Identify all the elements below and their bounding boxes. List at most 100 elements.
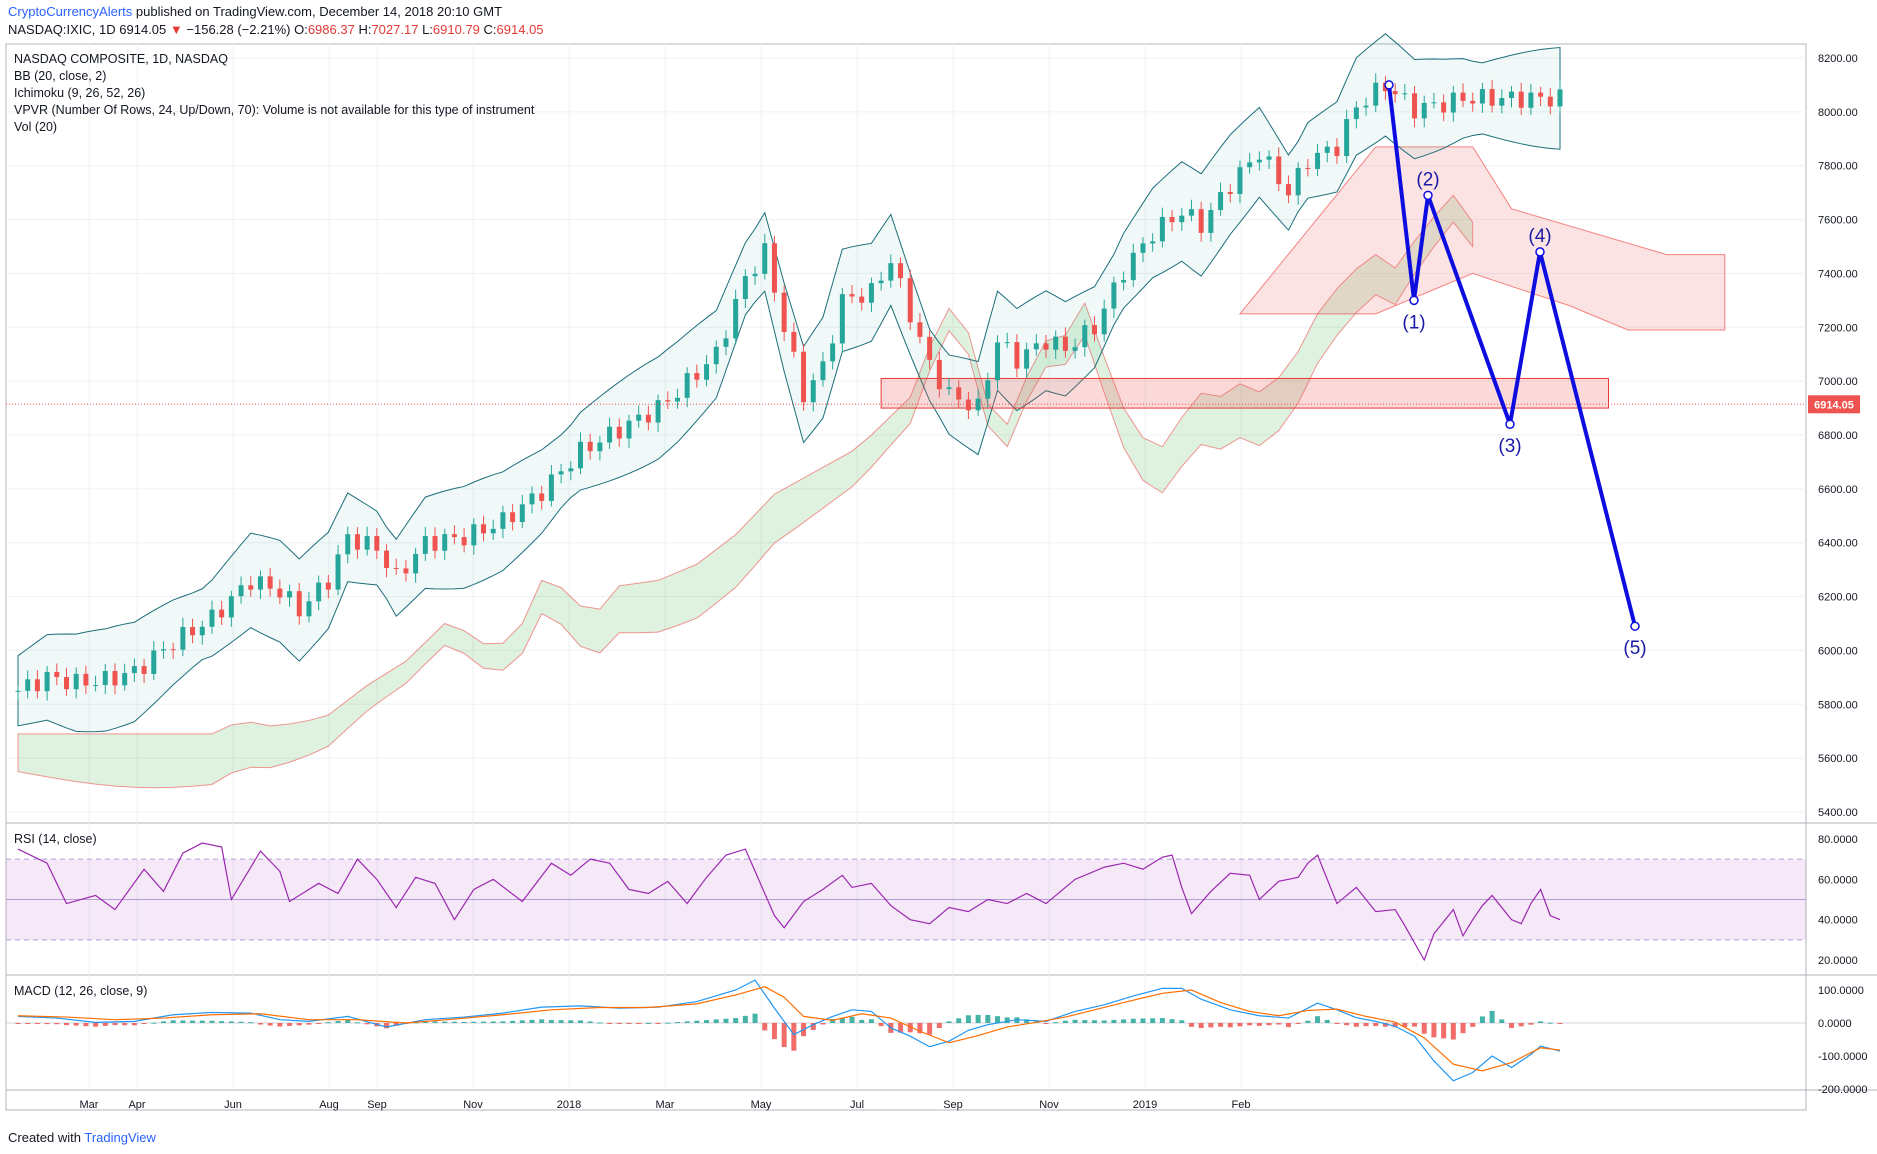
candle-body <box>616 426 622 439</box>
candle-body <box>771 243 777 293</box>
price-tick-label: 5600.00 <box>1818 753 1858 765</box>
price-tick-label: 6400.00 <box>1818 538 1858 550</box>
candle-body <box>354 534 360 550</box>
candle-body <box>209 609 215 627</box>
tradingview-logo[interactable]: TradingView <box>84 1130 156 1145</box>
price-tick-label: 6000.00 <box>1818 645 1858 657</box>
macd-histogram-bar <box>481 1021 487 1023</box>
last-price-tag <box>1808 395 1860 414</box>
macd-histogram-bar <box>965 1015 971 1023</box>
candle-body <box>1499 98 1505 106</box>
macd-histogram-bar <box>636 1023 642 1024</box>
macd-histogram-bar <box>1334 1023 1340 1024</box>
candle-body <box>1285 184 1291 196</box>
candle-body <box>1431 102 1437 104</box>
price-tick-label: 7400.00 <box>1818 268 1858 280</box>
candle-body <box>713 346 719 365</box>
candle-body <box>674 397 680 402</box>
macd-histogram-bar <box>1179 1020 1185 1023</box>
macd-histogram-bar <box>529 1019 535 1023</box>
wave-point <box>1423 190 1433 201</box>
macd-histogram-bar <box>63 1023 69 1026</box>
macd-histogram-bar <box>1004 1017 1010 1023</box>
candle-body <box>1121 280 1127 283</box>
candle-body <box>1373 82 1379 106</box>
macd-histogram-bar <box>73 1023 79 1026</box>
wave-point <box>1630 621 1640 631</box>
close-label: C: <box>483 22 497 37</box>
publisher-link[interactable]: CryptoCurrencyAlerts <box>8 4 133 19</box>
macd-histogram-bar <box>771 1023 777 1040</box>
candle-body <box>393 567 399 569</box>
indicator-legend-line: Ichimoku (9, 26, 52, 26) <box>14 86 145 100</box>
macd-histogram-bar <box>393 1023 399 1026</box>
candle-body <box>1247 162 1253 168</box>
macd-histogram-bar <box>839 1017 845 1023</box>
candle-body <box>1140 243 1146 253</box>
candle-body <box>898 263 904 279</box>
macd-histogram-bar <box>985 1014 991 1023</box>
candle-body <box>451 534 457 538</box>
macd-histogram-bar <box>1450 1023 1456 1040</box>
candle-body <box>1489 89 1495 106</box>
rsi-tick-label: 80.0000 <box>1818 834 1858 846</box>
price-tick-label: 6600.00 <box>1818 484 1858 496</box>
candle-body <box>830 343 836 362</box>
candle-body <box>1518 91 1524 108</box>
candle-body <box>1159 216 1165 242</box>
candle-body <box>529 493 535 505</box>
macd-histogram-bar <box>868 1019 874 1023</box>
macd-histogram-bar <box>1121 1019 1127 1023</box>
macd-histogram-bar <box>1295 1023 1301 1024</box>
macd-histogram-bar <box>180 1020 186 1023</box>
candle-body <box>44 671 50 692</box>
candle-body <box>1014 342 1020 369</box>
wave-point <box>1505 419 1515 429</box>
x-tick-label: Mar <box>80 1099 99 1111</box>
macd-histogram-bar <box>1276 1023 1282 1025</box>
candle-body <box>267 576 273 589</box>
candle-body <box>704 364 710 380</box>
candle-body <box>558 471 564 475</box>
candle-body <box>1421 102 1427 119</box>
macd-tick-label: -100.0000 <box>1818 1051 1868 1063</box>
candle-body <box>801 351 807 403</box>
candle-body <box>1227 192 1233 194</box>
macd-histogram-bar <box>131 1023 137 1026</box>
candle-body <box>781 292 787 332</box>
macd-histogram-bar <box>907 1023 913 1033</box>
candle-body <box>1441 102 1447 113</box>
candle-body <box>1091 325 1097 335</box>
macd-histogram-bar <box>1218 1023 1224 1027</box>
candle-body <box>1392 91 1398 95</box>
candle-body <box>1353 107 1359 120</box>
price-tick-label: 5400.00 <box>1818 807 1858 819</box>
candle-body <box>1295 167 1301 196</box>
macd-histogram-bar <box>44 1023 50 1025</box>
macd-histogram-bar <box>684 1021 690 1023</box>
macd-histogram-bar <box>1266 1023 1272 1026</box>
candle-body <box>626 420 632 439</box>
candle-body <box>93 685 99 687</box>
price-change: −156.28 (−2.21%) <box>186 22 291 37</box>
rsi-tick-label: 40.0000 <box>1818 915 1858 927</box>
candle-body <box>1412 93 1418 119</box>
macd-histogram-bar <box>1062 1020 1068 1023</box>
macd-histogram-bar <box>1111 1019 1117 1023</box>
candle-body <box>277 588 283 598</box>
candle-body <box>577 441 583 469</box>
x-tick-label: Aug <box>319 1099 339 1111</box>
macd-histogram-bar <box>1518 1023 1524 1027</box>
macd-histogram-bar <box>1479 1016 1485 1023</box>
macd-histogram-bar <box>1315 1016 1321 1023</box>
macd-histogram-bar <box>432 1021 438 1023</box>
macd-histogram-bar <box>34 1023 40 1024</box>
macd-histogram-bar <box>1227 1023 1233 1028</box>
rsi-tick-label: 60.0000 <box>1818 874 1858 886</box>
candle-body <box>54 671 60 678</box>
x-tick-label: Nov <box>463 1099 483 1111</box>
candle-body <box>73 673 79 690</box>
macd-histogram-bar <box>335 1020 341 1023</box>
macd-histogram-bar <box>471 1021 477 1023</box>
